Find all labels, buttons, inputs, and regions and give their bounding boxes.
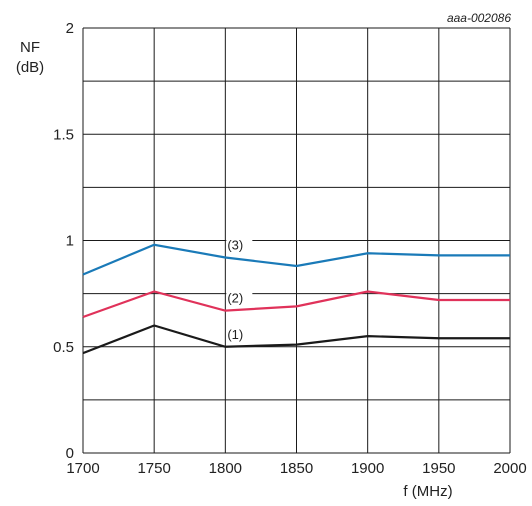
y-tick-label: 2 <box>66 20 74 37</box>
tick-labels: 1700 1750 1800 1850 1900 1950 2000 0 0.5 1 1.5 2 <box>53 20 527 477</box>
series-label-3: (3) <box>227 238 243 253</box>
x-axis-title: f (MHz) <box>403 483 452 500</box>
y-tick-label: 0.5 <box>53 339 74 356</box>
x-tick-label: 1850 <box>280 460 313 477</box>
series-label-bg <box>226 237 253 253</box>
y-tick-label: 1.5 <box>53 126 74 143</box>
series-lines: (1) (2) (3) <box>82 237 510 355</box>
x-tick-label: 1700 <box>66 460 99 477</box>
y-axis-title-line1: NF <box>20 39 40 56</box>
y-tick-label: 0 <box>66 445 74 462</box>
x-tick-label: 1750 <box>137 460 170 477</box>
series-label-bg <box>226 290 253 306</box>
series-label-bg <box>226 326 253 342</box>
series-line-3 <box>82 243 510 276</box>
series-label-2: (2) <box>227 291 243 306</box>
y-tick-label: 1 <box>66 233 74 250</box>
series-label-1: (1) <box>227 327 243 342</box>
series-line-1 <box>82 324 510 355</box>
grid <box>82 27 511 454</box>
x-tick-label: 2000 <box>493 460 526 477</box>
x-tick-label: 1800 <box>209 460 242 477</box>
reference-code: aaa-002086 <box>447 11 511 25</box>
y-axis-title-line2: (dB) <box>16 59 44 76</box>
x-tick-label: 1900 <box>351 460 384 477</box>
series-line-2 <box>82 290 510 319</box>
x-tick-label: 1950 <box>422 460 455 477</box>
